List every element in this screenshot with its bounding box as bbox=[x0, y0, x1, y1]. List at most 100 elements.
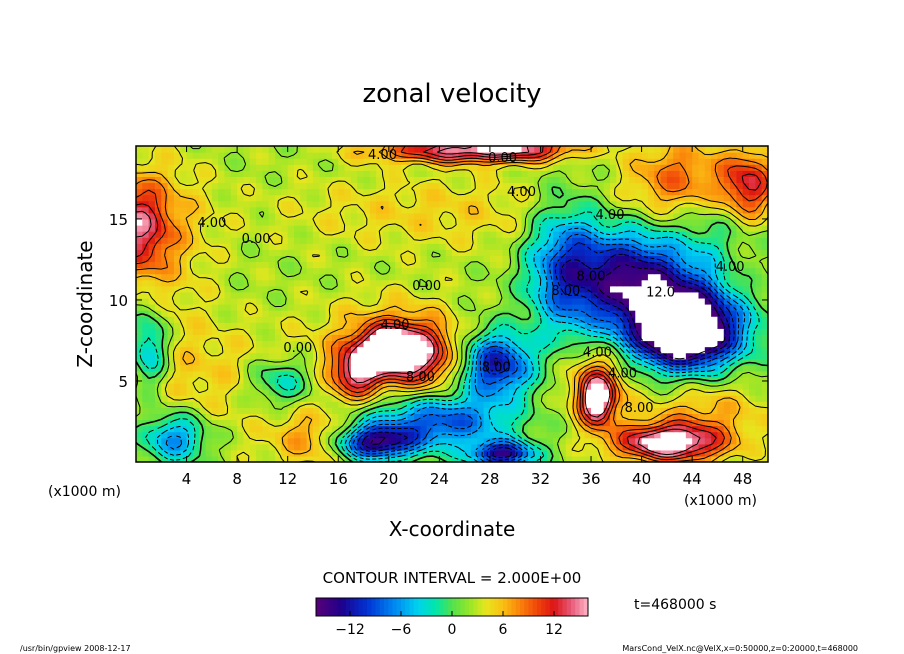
heatmap-cell bbox=[357, 437, 365, 445]
heatmap-cell bbox=[578, 212, 586, 220]
heatmap-cell bbox=[711, 243, 719, 250]
heatmap-cell bbox=[610, 218, 617, 226]
heatmap-cell bbox=[369, 437, 377, 445]
heatmap-cell bbox=[458, 176, 466, 184]
heatmap-cell bbox=[628, 297, 636, 305]
heatmap-cell bbox=[452, 267, 459, 275]
heatmap-cell bbox=[641, 334, 649, 342]
heatmap-cell bbox=[477, 389, 485, 396]
heatmap-cell bbox=[344, 188, 352, 196]
heatmap-cell bbox=[237, 322, 245, 329]
heatmap-cell bbox=[635, 297, 643, 305]
heatmap-cell bbox=[268, 243, 276, 250]
heatmap-cell bbox=[666, 376, 674, 384]
heatmap-cell bbox=[717, 425, 725, 433]
heatmap-cell bbox=[268, 206, 276, 214]
heatmap-cell bbox=[591, 437, 598, 445]
heatmap-cell bbox=[148, 322, 156, 329]
heatmap-cell bbox=[350, 188, 358, 196]
heatmap-cell bbox=[483, 304, 491, 311]
heatmap-cell bbox=[711, 194, 719, 202]
heatmap-cell bbox=[458, 413, 466, 421]
heatmap-cell bbox=[167, 431, 175, 439]
heatmap-cell bbox=[256, 212, 263, 220]
heatmap-cell bbox=[736, 389, 744, 396]
heatmap-cell bbox=[635, 237, 643, 244]
heatmap-cell bbox=[319, 176, 327, 184]
heatmap-cell bbox=[546, 425, 554, 433]
heatmap-cell bbox=[148, 310, 156, 317]
heatmap-cell bbox=[294, 364, 301, 372]
heatmap-cell bbox=[306, 218, 314, 226]
heatmap-cell bbox=[357, 291, 365, 299]
heatmap-cell bbox=[388, 413, 396, 421]
heatmap-cell bbox=[597, 443, 605, 451]
heatmap-cell bbox=[294, 267, 301, 275]
heatmap-cell bbox=[723, 328, 731, 335]
heatmap-cell bbox=[192, 182, 200, 190]
heatmap-cell bbox=[281, 182, 289, 190]
heatmap-cell bbox=[344, 352, 352, 360]
heatmap-cell bbox=[527, 297, 535, 305]
heatmap-cell bbox=[565, 370, 573, 378]
heatmap-cell bbox=[180, 237, 188, 244]
heatmap-cell bbox=[344, 449, 352, 457]
heatmap-cell bbox=[369, 285, 377, 293]
heatmap-cell bbox=[761, 370, 768, 378]
heatmap-cell bbox=[452, 370, 459, 378]
heatmap-cell bbox=[167, 370, 175, 378]
heatmap-cell bbox=[610, 352, 617, 360]
heatmap-cell bbox=[622, 407, 630, 414]
heatmap-cell bbox=[312, 237, 320, 244]
heatmap-cell bbox=[742, 358, 750, 366]
heatmap-cell bbox=[439, 273, 447, 281]
heatmap-cell bbox=[635, 225, 643, 232]
heatmap-cell bbox=[679, 401, 687, 408]
heatmap-cell bbox=[192, 443, 200, 451]
heatmap-cell bbox=[268, 425, 276, 433]
heatmap-cell bbox=[275, 200, 282, 208]
heatmap-cell bbox=[584, 316, 592, 323]
heatmap-cell bbox=[761, 304, 768, 311]
heatmap-cell bbox=[192, 431, 200, 439]
heatmap-cell bbox=[610, 225, 617, 232]
heatmap-cell bbox=[388, 419, 396, 427]
heatmap-cell bbox=[312, 243, 320, 250]
heatmap-cell bbox=[268, 176, 276, 184]
heatmap-cell bbox=[521, 188, 529, 196]
heatmap-cell bbox=[161, 297, 169, 305]
heatmap-cell bbox=[357, 310, 365, 317]
heatmap-cell bbox=[186, 316, 194, 323]
heatmap-cell bbox=[527, 352, 535, 360]
heatmap-cell bbox=[534, 218, 542, 226]
heatmap-cell bbox=[610, 158, 617, 165]
heatmap-cell bbox=[414, 297, 421, 305]
heatmap-cell bbox=[306, 352, 314, 360]
heatmap-cell bbox=[508, 297, 516, 305]
heatmap-cell bbox=[755, 340, 763, 348]
heatmap-cell bbox=[692, 376, 700, 384]
heatmap-cell bbox=[666, 206, 674, 214]
heatmap-cell bbox=[496, 194, 504, 202]
heatmap-cell bbox=[692, 316, 700, 323]
heatmap-cell bbox=[647, 334, 655, 342]
heatmap-cell bbox=[584, 364, 592, 372]
heatmap-cell bbox=[331, 316, 339, 323]
heatmap-cell bbox=[597, 158, 605, 165]
heatmap-cell bbox=[268, 304, 276, 311]
heatmap-cell bbox=[685, 170, 693, 177]
heatmap-cell bbox=[350, 370, 358, 378]
heatmap-cell bbox=[591, 407, 598, 414]
heatmap-cell bbox=[376, 200, 384, 208]
heatmap-cell bbox=[433, 200, 440, 208]
heatmap-cell bbox=[540, 291, 548, 299]
heatmap-cell bbox=[610, 383, 617, 390]
heatmap-cell bbox=[660, 158, 668, 165]
heatmap-cell bbox=[546, 431, 554, 439]
heatmap-cell bbox=[527, 304, 535, 311]
heatmap-cell bbox=[388, 285, 396, 293]
heatmap-cell bbox=[344, 304, 352, 311]
heatmap-cell bbox=[717, 243, 725, 250]
heatmap-cell bbox=[730, 389, 737, 396]
heatmap-cell bbox=[761, 352, 768, 360]
